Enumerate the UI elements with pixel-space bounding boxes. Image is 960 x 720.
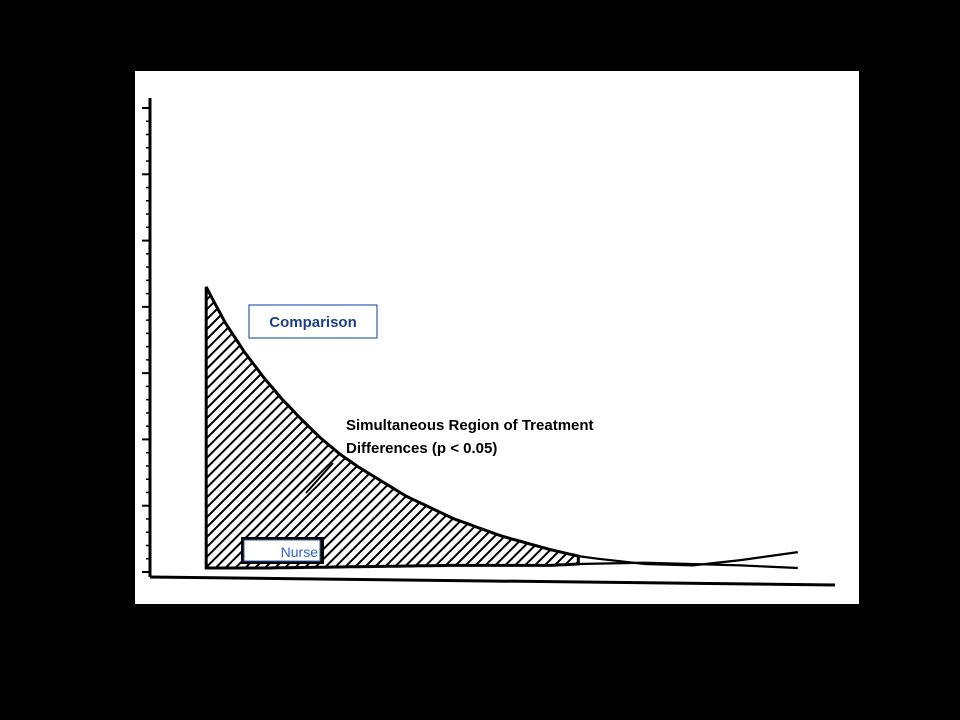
legend-box-comparison bbox=[248, 304, 378, 339]
y-tick-label-1.5: 1.5 bbox=[112, 365, 132, 381]
axes-layer bbox=[142, 98, 836, 587]
x-tick-label-130: 130 bbox=[823, 610, 848, 627]
tick-labels-layer: 0.0 0.5 1.0 1.5 2.0 2.5 3.0 3.5 60 70 80 90 100 110 12… bbox=[112, 100, 849, 627]
x-axis-title: Mothers’ Psychological Resources bbox=[348, 634, 645, 654]
legend-label-comparison: Comparison bbox=[269, 314, 357, 331]
y-tick-label-3.5: 3.5 bbox=[112, 100, 132, 116]
x-tick-label-100: 100 bbox=[537, 610, 562, 627]
series-line-nurse bbox=[206, 561, 798, 570]
y-tick-label-3.0: 3.0 bbox=[112, 166, 132, 182]
series-line-comparison bbox=[205, 286, 798, 567]
y-tick-label-0.5: 0.5 bbox=[112, 498, 132, 514]
x-axis-line bbox=[149, 575, 836, 587]
y-axis-title: No. Days Hospitalized with Injuries/Inge… bbox=[60, 131, 80, 524]
annotation-pointer bbox=[305, 462, 334, 494]
annotation-line-2: Differences (p < 0.05) bbox=[346, 440, 497, 457]
legend-box-nurse-inner bbox=[243, 539, 321, 562]
series-layer bbox=[205, 286, 798, 570]
y-tick-label-1.0: 1.0 bbox=[112, 431, 132, 447]
legend-label-nurse: Nurse bbox=[281, 544, 319, 560]
y-tick-label-2.5: 2.5 bbox=[112, 233, 132, 249]
x-tick-label-70: 70 bbox=[255, 610, 272, 627]
y-tick-label-0.0: 0.0 bbox=[112, 564, 132, 580]
x-tick-label-60: 60 bbox=[160, 610, 177, 627]
x-tick-label-80: 80 bbox=[351, 610, 368, 627]
x-tick-label-120: 120 bbox=[728, 610, 753, 627]
x-tick-label-90: 90 bbox=[446, 610, 463, 627]
y-tick-label-2.0: 2.0 bbox=[112, 299, 132, 315]
annotation-line-1: Simultaneous Region of Treatment bbox=[346, 417, 594, 434]
x-tick-label-110: 110 bbox=[633, 610, 657, 627]
